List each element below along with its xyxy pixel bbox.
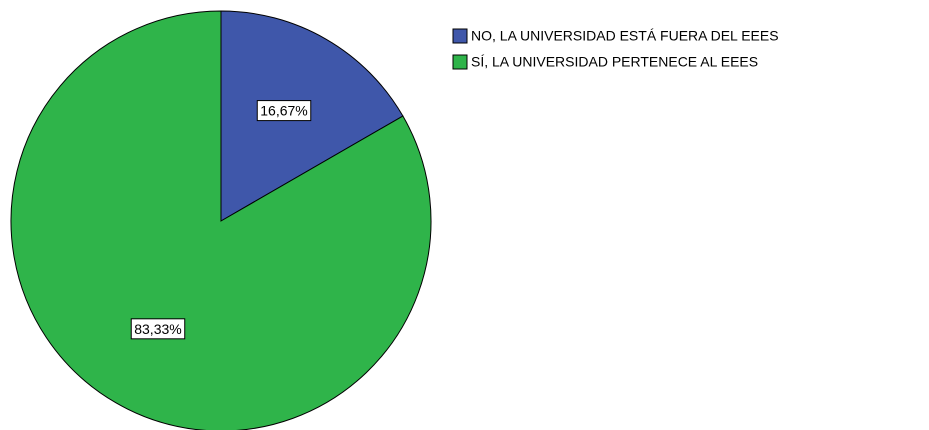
- legend-swatch: [452, 54, 468, 70]
- pie-slice: [10, 10, 432, 430]
- legend-label: NO, LA UNIVERSIDAD ESTÁ FUERA DEL EEES: [471, 28, 779, 44]
- pie-slice: [220, 10, 404, 222]
- data-label: 16,67%: [256, 100, 312, 122]
- legend-swatch: [452, 28, 468, 44]
- data-label-box: [130, 318, 186, 340]
- data-label: 83,33%: [130, 318, 186, 340]
- data-label-box: [256, 100, 312, 122]
- data-label-text: 83,33%: [134, 321, 181, 337]
- legend-label: SÍ, LA UNIVERSIDAD PERTENECE AL EEES: [471, 54, 758, 70]
- data-label-text: 16,67%: [260, 103, 307, 119]
